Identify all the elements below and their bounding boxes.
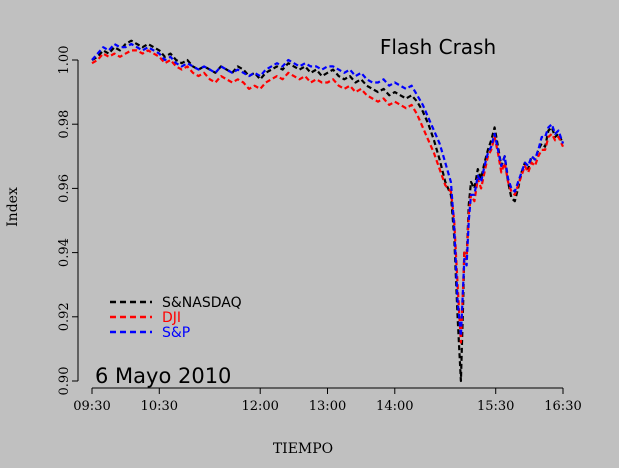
y-tick-label: 0.94 [57, 238, 72, 267]
series-line-2 [91, 42, 565, 338]
x-tick-label: 10:30 [141, 399, 178, 414]
x-axis-title: TIEMPO [273, 441, 333, 457]
x-tick-label: 14:00 [376, 399, 413, 414]
x-tick-label: 09:30 [73, 399, 110, 414]
y-tick-label: 0.90 [57, 367, 72, 396]
x-tick-label: 16:30 [544, 399, 581, 414]
x-ticks: 09:30 10:30 12:00 13:00 14:00 15:30 16:30 [73, 388, 582, 414]
y-tick-label: 0.98 [57, 110, 72, 139]
chart-title: Flash Crash [380, 35, 496, 59]
legend-label: S&P [162, 325, 190, 341]
y-axis-title: Index [5, 187, 21, 227]
y-axis: 0.90 0.92 0.94 0.96 0.98 1.00 [57, 46, 79, 396]
plot-area [91, 39, 565, 383]
legend-label: S&NASDAQ [162, 295, 242, 311]
x-tick-label: 12:00 [241, 399, 278, 414]
x-axis: 09:30 10:30 12:00 13:00 14:00 15:30 16:30 [73, 387, 582, 414]
date-annotation: 6 Mayo 2010 [95, 364, 231, 388]
y-tick-label: 0.92 [57, 302, 72, 331]
y-ticks: 0.90 0.92 0.94 0.96 0.98 1.00 [57, 46, 78, 396]
y-tick-label: 1.00 [57, 46, 72, 75]
series-layer [91, 39, 565, 383]
x-tick-label: 13:00 [309, 399, 346, 414]
x-tick-label: 15:30 [477, 399, 514, 414]
y-tick-label: 0.96 [57, 174, 72, 203]
legend-label: DJI [162, 310, 181, 326]
